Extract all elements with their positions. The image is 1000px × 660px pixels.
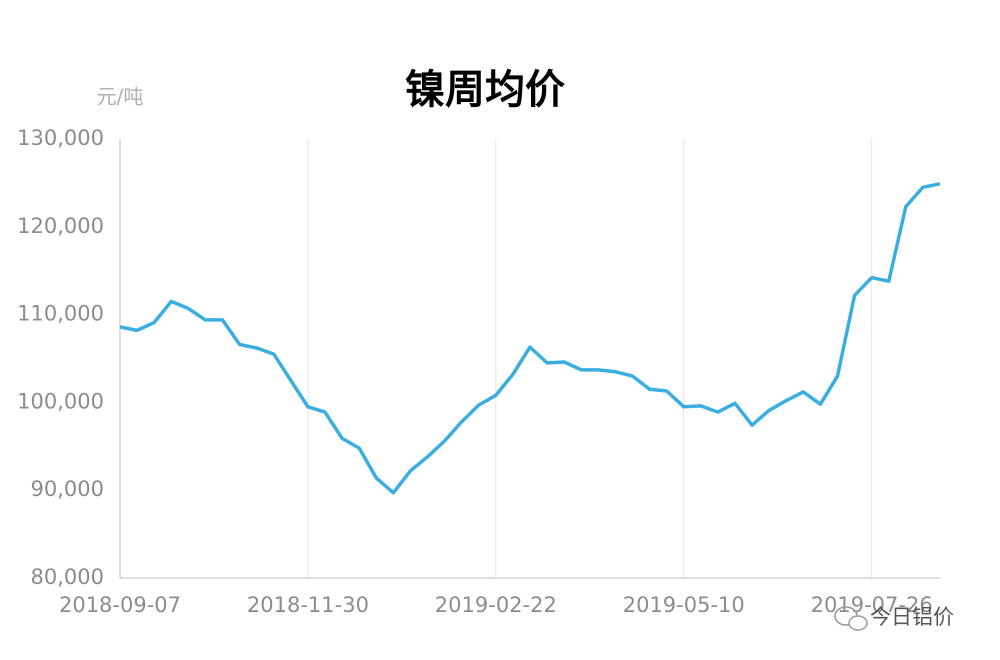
- x-tick-label: 2018-09-07: [59, 593, 181, 617]
- x-tick-label: 2019-05-10: [623, 593, 745, 617]
- series-line: [119, 182, 941, 495]
- chart-title: 镍周均价: [405, 67, 565, 113]
- y-tick-label: 120,000: [17, 214, 104, 238]
- y-unit: 元/吨: [97, 85, 144, 109]
- x-tick-label: 2018-11-30: [247, 593, 369, 617]
- y-tick-label: 90,000: [31, 477, 104, 501]
- y-tick-label: 110,000: [17, 302, 104, 326]
- y-tick-label: 130,000: [17, 126, 104, 150]
- y-tick-label: 100,000: [17, 389, 104, 413]
- x-tick-label: 2019-07-26: [811, 593, 933, 617]
- watermark: 今日铝价: [870, 605, 954, 629]
- x-tick-label: 2019-02-22: [435, 593, 557, 617]
- watermark-icon: [834, 606, 868, 631]
- y-tick-label: 80,000: [31, 565, 104, 589]
